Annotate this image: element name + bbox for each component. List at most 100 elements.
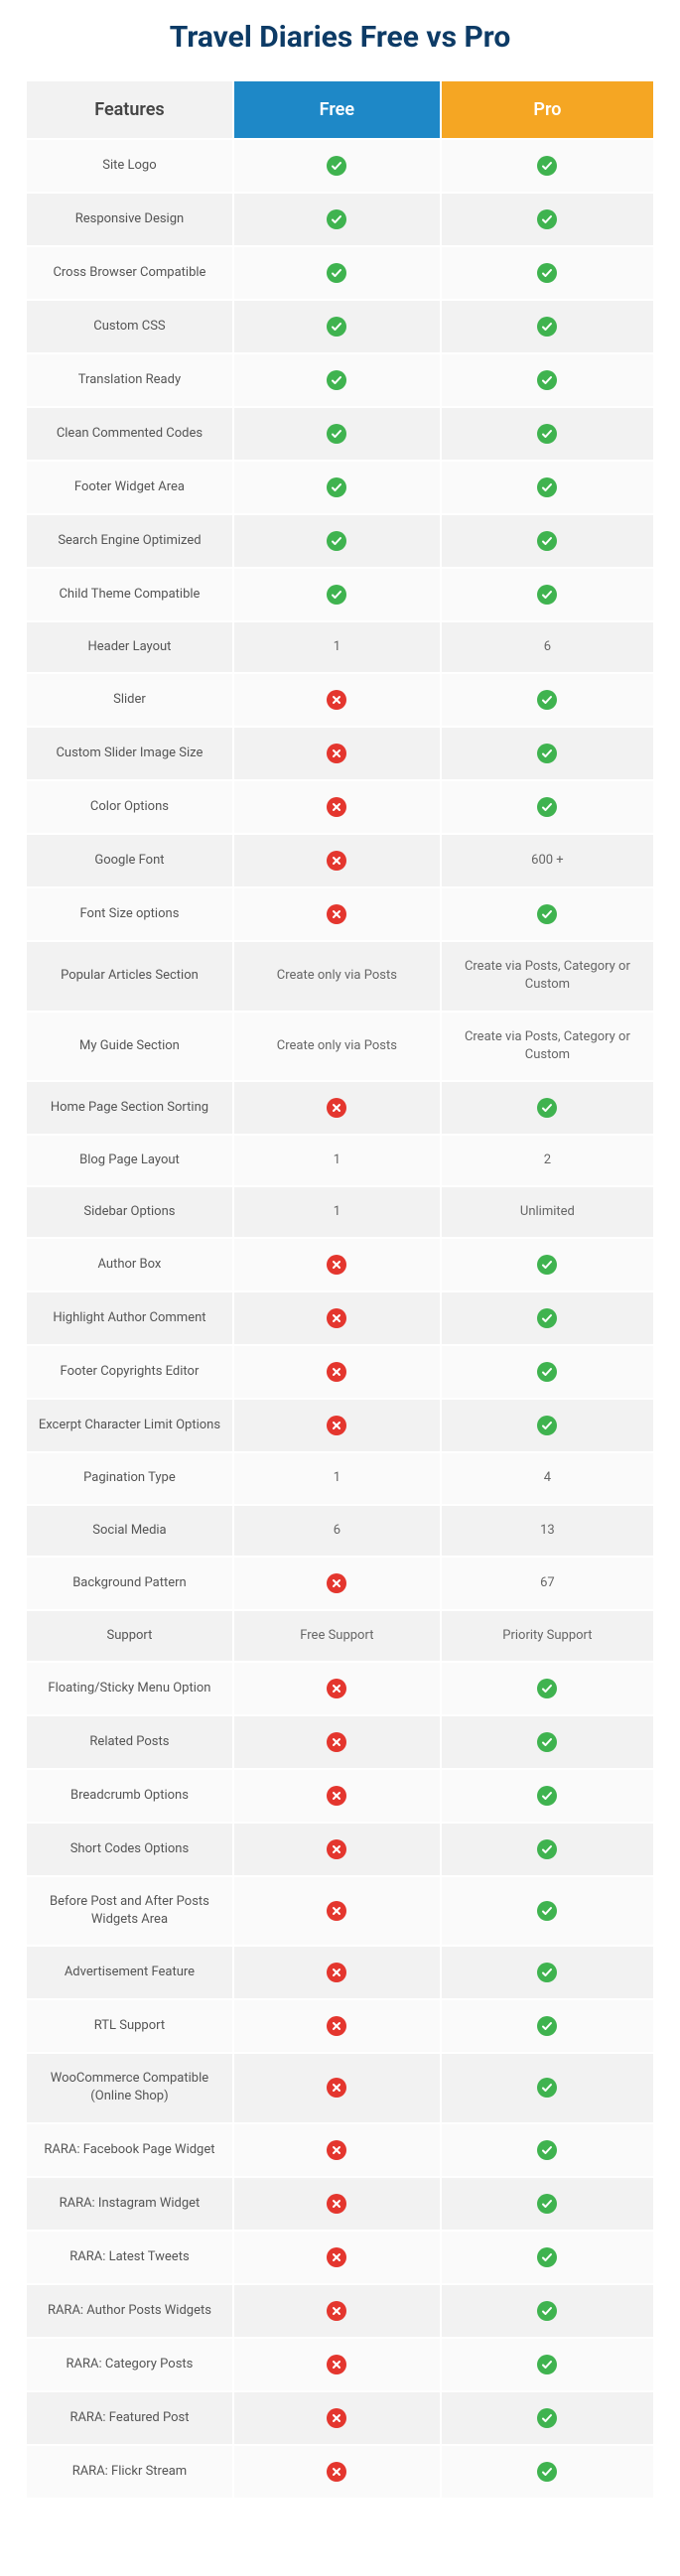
pro-cell — [442, 888, 653, 940]
table-row: Child Theme Compatible — [27, 569, 653, 620]
header-pro: Pro — [442, 81, 653, 138]
check-icon — [537, 904, 557, 924]
table-row: RARA: Category Posts — [27, 2339, 653, 2390]
free-cell — [234, 2285, 440, 2337]
cross-icon — [327, 1963, 346, 1982]
feature-cell: Search Engine Optimized — [27, 515, 232, 567]
cell-text: Create only via Posts — [277, 1038, 397, 1053]
table-row: RARA: Author Posts Widgets — [27, 2285, 653, 2337]
pro-cell — [442, 2178, 653, 2230]
feature-cell: Before Post and After Posts Widgets Area — [27, 1877, 232, 1945]
table-row: Excerpt Character Limit Options — [27, 1400, 653, 1451]
cross-icon — [327, 2301, 346, 2321]
cross-icon — [327, 744, 346, 763]
feature-cell: Translation Ready — [27, 354, 232, 406]
pro-cell — [442, 728, 653, 779]
pro-cell — [442, 1346, 653, 1398]
feature-cell: Color Options — [27, 781, 232, 833]
check-icon — [327, 263, 346, 283]
free-cell — [234, 2000, 440, 2052]
pro-cell: 6 — [442, 622, 653, 672]
table-row: Popular Articles SectionCreate only via … — [27, 942, 653, 1010]
comparison-table: Features Free Pro Site LogoResponsive De… — [25, 79, 655, 2500]
check-icon — [537, 2301, 557, 2321]
pro-cell: Priority Support — [442, 1611, 653, 1661]
feature-cell: Header Layout — [27, 622, 232, 672]
check-icon — [537, 1786, 557, 1806]
pro-cell — [442, 1082, 653, 1134]
cell-text: 1 — [334, 639, 340, 654]
pro-cell: 67 — [442, 1558, 653, 1609]
table-row: Cross Browser Compatible — [27, 247, 653, 299]
feature-cell: RARA: Category Posts — [27, 2339, 232, 2390]
check-icon — [327, 317, 346, 337]
free-cell — [234, 194, 440, 245]
free-cell — [234, 354, 440, 406]
check-icon — [537, 370, 557, 390]
table-row: Color Options — [27, 781, 653, 833]
free-cell: 1 — [234, 1136, 440, 1185]
check-icon — [537, 1308, 557, 1328]
pro-cell: 13 — [442, 1506, 653, 1556]
table-row: Before Post and After Posts Widgets Area — [27, 1877, 653, 1945]
feature-cell: Footer Widget Area — [27, 462, 232, 513]
cell-text: 1 — [334, 1470, 340, 1485]
pro-cell — [442, 2232, 653, 2283]
check-icon — [537, 2140, 557, 2160]
table-row: WooCommerce Compatible (Online Shop) — [27, 2054, 653, 2121]
cross-icon — [327, 2355, 346, 2374]
cell-text: Create only via Posts — [277, 968, 397, 983]
check-icon — [327, 585, 346, 605]
table-row: RARA: Latest Tweets — [27, 2232, 653, 2283]
table-row: Short Codes Options — [27, 1824, 653, 1875]
check-icon — [537, 477, 557, 497]
pro-cell: 4 — [442, 1453, 653, 1503]
feature-cell: Slider — [27, 674, 232, 726]
pro-cell — [442, 1824, 653, 1875]
table-row: My Guide SectionCreate only via PostsCre… — [27, 1013, 653, 1080]
check-icon — [327, 531, 346, 551]
table-row: Footer Widget Area — [27, 462, 653, 513]
cross-icon — [327, 1901, 346, 1921]
free-cell — [234, 2392, 440, 2444]
pro-cell — [442, 1292, 653, 1344]
page-title: Travel Diaries Free vs Pro — [25, 20, 655, 55]
feature-cell: Site Logo — [27, 140, 232, 192]
feature-cell: My Guide Section — [27, 1013, 232, 1080]
table-row: Search Engine Optimized — [27, 515, 653, 567]
table-row: Responsive Design — [27, 194, 653, 245]
pro-cell — [442, 2054, 653, 2121]
feature-cell: Floating/Sticky Menu Option — [27, 1663, 232, 1714]
feature-cell: Font Size options — [27, 888, 232, 940]
table-row: Sidebar Options1Unlimited — [27, 1187, 653, 1237]
table-row: Slider — [27, 674, 653, 726]
feature-cell: Advertisement Feature — [27, 1947, 232, 1998]
pro-cell — [442, 1716, 653, 1768]
check-icon — [537, 2408, 557, 2428]
pro-cell — [442, 301, 653, 352]
pro-cell — [442, 569, 653, 620]
table-row: Blog Page Layout12 — [27, 1136, 653, 1185]
cross-icon — [327, 690, 346, 710]
check-icon — [537, 2016, 557, 2036]
free-cell — [234, 1239, 440, 1290]
feature-cell: RTL Support — [27, 2000, 232, 2052]
feature-cell: Responsive Design — [27, 194, 232, 245]
pro-cell — [442, 1877, 653, 1945]
pro-cell — [442, 1239, 653, 1290]
table-row: Google Font600 + — [27, 835, 653, 886]
feature-cell: Excerpt Character Limit Options — [27, 1400, 232, 1451]
table-row: Advertisement Feature — [27, 1947, 653, 1998]
free-cell — [234, 1346, 440, 1398]
check-icon — [537, 2462, 557, 2482]
table-row: Site Logo — [27, 140, 653, 192]
feature-cell: WooCommerce Compatible (Online Shop) — [27, 2054, 232, 2121]
feature-cell: Clean Commented Codes — [27, 408, 232, 460]
check-icon — [537, 209, 557, 229]
feature-cell: Short Codes Options — [27, 1824, 232, 1875]
cross-icon — [327, 1416, 346, 1435]
free-cell — [234, 1400, 440, 1451]
cross-icon — [327, 797, 346, 817]
feature-cell: Child Theme Compatible — [27, 569, 232, 620]
table-row: Footer Copyrights Editor — [27, 1346, 653, 1398]
